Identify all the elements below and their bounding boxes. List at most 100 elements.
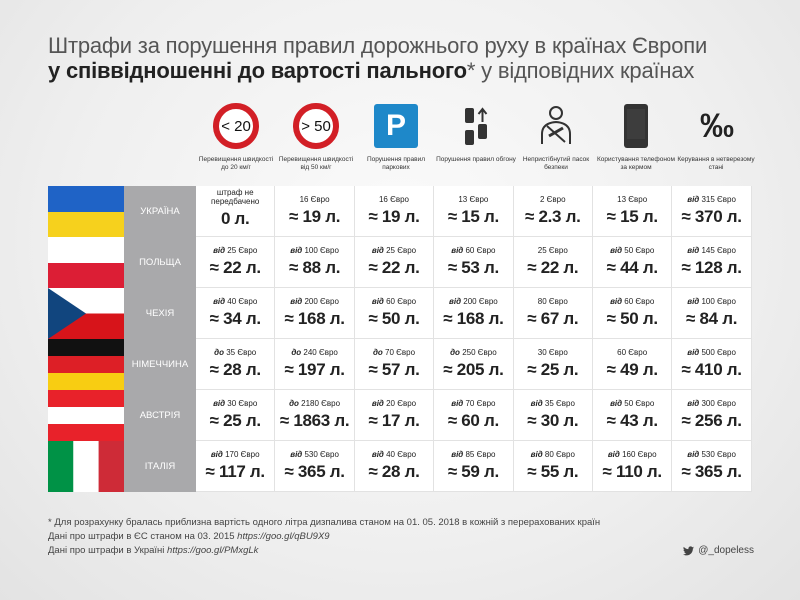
flag-poland — [48, 237, 124, 288]
column-caption: Перевищення швидкості до 20 км/г — [198, 156, 274, 171]
fine-euro: від 25 Євро — [196, 246, 274, 256]
fine-euro-amount: 40 Євро — [227, 297, 258, 306]
fine-liters: ≈ 168 л. — [284, 309, 345, 328]
fine-liters: ≈ 365 л. — [681, 462, 742, 481]
fine-euro: до 250 Євро — [434, 348, 512, 358]
fine-cell: від 315 Євро ≈ 370 л. — [672, 186, 752, 237]
fine-liters: ≈ 168 л. — [443, 309, 504, 328]
fine-prefix: від — [451, 450, 464, 459]
fine-liters: ≈ 49 л. — [606, 360, 658, 379]
fine-euro: від 315 Євро — [672, 195, 750, 205]
column-caption: Порушення правил паркових — [366, 156, 426, 171]
fine-euro-amount: 100 Євро — [304, 246, 339, 255]
fine-euro-amount: 35 Євро — [544, 399, 575, 408]
fine-cell: до 35 Євро ≈ 28 л. — [196, 339, 276, 390]
fine-cell: від 530 Євро ≈ 365 л. — [275, 441, 355, 492]
fine-liters: ≈ 256 л. — [681, 411, 742, 430]
fine-euro: від 100 Євро — [672, 297, 750, 307]
fine-prefix: від — [687, 297, 700, 306]
fine-euro: 13 Євро — [593, 195, 671, 205]
fine-cell: 13 Євро ≈ 15 л. — [593, 186, 673, 237]
fine-prefix: від — [610, 399, 623, 408]
fine-liters: ≈ 84 л. — [686, 309, 738, 328]
fine-prefix: від — [290, 297, 303, 306]
fine-cell: 25 Євро ≈ 22 л. — [513, 237, 593, 288]
infographic-title: Штрафи за порушення правил дорожнього ру… — [48, 33, 768, 83]
fine-cell: до 240 Євро ≈ 197 л. — [275, 339, 355, 390]
flag-germany — [48, 339, 124, 390]
country-name: ПОЛЬЩА — [124, 237, 196, 288]
fine-euro-amount: 80 Євро — [537, 297, 568, 306]
fine-liters: ≈ 88 л. — [289, 258, 341, 277]
footnote-ua-link[interactable]: https://goo.gl/PMxgLk — [167, 545, 259, 556]
fine-cell: від 20 Євро ≈ 17 л. — [354, 390, 435, 441]
fine-euro: від 70 Євро — [434, 399, 512, 409]
footnote-eu-text: Дані про штрафи в ЄС станом на 03. 2015 — [48, 531, 238, 542]
fine-cell: штраф не передбачено 0 л. — [196, 186, 276, 237]
fine-cell: до 250 Євро ≈ 205 л. — [434, 339, 514, 390]
fine-euro-amount: 530 Євро — [701, 450, 736, 459]
fine-euro-amount: 60 Євро — [465, 246, 496, 255]
fine-euro-amount: 60 Євро — [624, 297, 655, 306]
fine-euro: від 160 Євро — [593, 450, 671, 460]
fine-liters: ≈ 370 л. — [681, 207, 742, 226]
violation-icons-row: < 20 Перевищення швидкості до 20 км/г > … — [196, 100, 774, 180]
fine-euro: 13 Євро — [434, 195, 512, 205]
fine-euro-amount: 30 Євро — [227, 399, 258, 408]
fine-euro: від 530 Євро — [275, 450, 353, 460]
fine-prefix: від — [451, 246, 464, 255]
fine-cell: від 50 Євро ≈ 43 л. — [593, 390, 673, 441]
fine-cell: від 170 Євро ≈ 117 л. — [196, 441, 276, 492]
fine-liters: ≈ 28 л. — [368, 462, 420, 481]
fine-prefix: від — [607, 450, 620, 459]
fine-euro-amount: 60 Євро — [617, 348, 648, 357]
fine-euro: до 70 Євро — [355, 348, 433, 358]
twitter-credit[interactable]: @_dopeless — [683, 545, 754, 556]
twitter-bird-icon — [683, 545, 695, 555]
fine-prefix: від — [371, 246, 384, 255]
fine-liters: ≈ 25 л. — [527, 360, 579, 379]
fine-prefix: від — [213, 399, 226, 408]
fine-liters: ≈ 19 л. — [368, 207, 420, 226]
footnote-eu-link[interactable]: https://goo.gl/qBU9X9 — [237, 531, 330, 542]
fine-prefix: від — [687, 399, 700, 408]
permille-icon: ‰ — [700, 106, 734, 145]
fine-cell: від 80 Євро ≈ 55 л. — [513, 441, 593, 492]
fine-cell: від 50 Євро ≈ 44 л. — [593, 237, 673, 288]
fine-cell: від 35 Євро ≈ 30 л. — [513, 390, 593, 441]
fine-euro-amount: 145 Євро — [701, 246, 736, 255]
fine-cell: від 40 Євро ≈ 28 л. — [354, 441, 435, 492]
fine-euro-amount: 500 Євро — [701, 348, 736, 357]
fine-euro: 60 Євро — [593, 348, 671, 358]
fine-prefix: від — [687, 246, 700, 255]
footnotes: * Для розрахунку бралась приблизна варті… — [48, 516, 600, 558]
fine-euro-amount: 2 Євро — [540, 195, 566, 204]
fine-euro-amount: 35 Євро — [226, 348, 257, 357]
fine-cell: від 200 Євро ≈ 168 л. — [434, 288, 514, 339]
fine-euro: 30 Євро — [514, 348, 592, 358]
column-caption: Непристібнутий пасок безпеки — [522, 156, 590, 171]
fine-prefix: від — [371, 297, 384, 306]
fine-prefix: від — [687, 348, 700, 357]
fine-liters: ≈ 15 л. — [606, 207, 658, 226]
column-caption: Порушення правил обгону — [436, 156, 516, 163]
fine-prefix: до — [372, 348, 383, 357]
fine-euro-amount: 50 Євро — [624, 246, 655, 255]
fine-euro-amount: 16 Євро — [378, 195, 409, 204]
fine-prefix: від — [530, 450, 543, 459]
speed-limit-sign-icon: < 20 — [213, 103, 259, 149]
fine-euro: від 25 Євро — [355, 246, 433, 256]
fine-euro: до 2180 Євро — [275, 399, 353, 409]
fine-euro-amount: 85 Євро — [465, 450, 496, 459]
fine-prefix: від — [451, 399, 464, 408]
fine-euro-amount: 60 Євро — [386, 297, 417, 306]
fine-euro-amount: 80 Євро — [544, 450, 575, 459]
column-header-drunk: ‰ Керування в нетверезому стані — [676, 100, 756, 180]
fine-liters: ≈ 60 л. — [447, 411, 499, 430]
fine-euro-amount: 240 Євро — [303, 348, 338, 357]
fine-prefix: від — [530, 399, 543, 408]
title-line-1: Штрафи за порушення правил дорожнього ру… — [48, 33, 708, 58]
fine-euro: до 240 Євро — [275, 348, 353, 358]
fine-euro: від 170 Євро — [196, 450, 274, 460]
fine-prefix: від — [687, 195, 700, 204]
